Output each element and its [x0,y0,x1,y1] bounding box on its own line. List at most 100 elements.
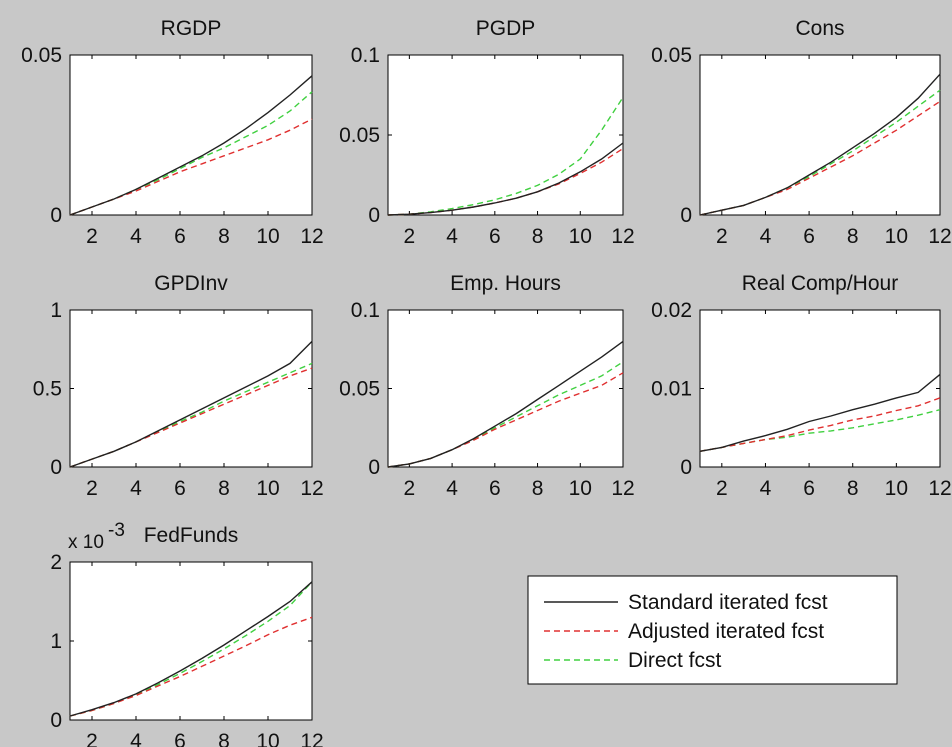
x-tick-label: 10 [256,730,279,747]
y-tick-label: 0.1 [351,44,380,67]
x-tick-label: 10 [569,225,592,248]
x-tick-label: 12 [928,477,951,500]
x-tick-label: 6 [174,477,186,500]
series-line-standard [69,75,313,216]
x-tick-label: 4 [446,477,458,500]
x-tick-label: 4 [130,730,142,747]
y-tick-label: 0 [50,709,62,732]
series-line-direct [387,361,624,468]
subplot-title: PGDP [476,17,536,40]
legend-label-standard: Standard iterated fcst [628,591,828,614]
x-tick-label: 4 [760,477,772,500]
x-tick-label: 8 [218,477,230,500]
x-tick-label: 12 [300,477,323,500]
x-tick-label: 2 [86,477,98,500]
x-tick-label: 10 [569,477,592,500]
x-tick-label: 8 [218,225,230,248]
x-tick-label: 12 [300,225,323,248]
legend-box [527,575,898,685]
series-line-standard [387,142,624,216]
y-tick-label: 0.05 [339,124,380,147]
x-tick-label: 8 [218,730,230,747]
subplot-title: FedFunds [144,524,239,547]
y-tick-label: 0.05 [21,44,62,67]
x-tick-label: 12 [928,225,951,248]
x-tick-label: 6 [489,477,501,500]
series-line-adjusted [387,372,624,468]
x-tick-label: 12 [611,225,634,248]
x-tick-label: 4 [446,225,458,248]
legend-label-adjusted: Adjusted iterated fcst [628,620,824,643]
y-tick-label: 0.01 [651,378,692,401]
axes-frame [699,54,941,216]
series-line-standard [699,73,941,216]
subplot-3: GPDInv 2 4 6 8 10 12 0 0.5 1 [33,272,324,500]
y-tick-label: 0 [50,456,62,479]
axes-frame [69,309,313,468]
x-tick-label: 2 [86,730,98,747]
y-tick-label: 0.05 [651,44,692,67]
x-tick-label: 10 [256,225,279,248]
y-tick-label: 1 [50,630,62,653]
legend: Standard iterated fcst Adjusted iterated … [527,575,898,685]
axes-frame [387,309,624,468]
y-exponent-power: -3 [108,520,125,541]
subplot-0: RGDP 2 4 6 8 10 12 0 0.05 [21,17,324,248]
y-tick-label: 1 [50,299,62,322]
x-tick-label: 10 [256,477,279,500]
y-tick-label: 0 [50,204,62,227]
subplot-title: Emp. Hours [450,272,561,295]
x-tick-label: 6 [803,477,815,500]
x-tick-label: 2 [404,477,416,500]
y-tick-label: 0 [368,204,380,227]
series-line-adjusted [69,616,313,717]
x-tick-label: 2 [716,225,728,248]
subplot-5: Real Comp/Hour 2 4 6 8 10 12 0 0.01 0.02 [651,272,952,500]
y-tick-label: 0 [680,456,692,479]
axes-frame [69,561,313,721]
y-tick-label: 0.02 [651,299,692,322]
axes-frame [69,54,313,216]
series-line-standard [69,340,313,468]
x-tick-label: 12 [611,477,634,500]
series-line-adjusted [387,148,624,216]
x-tick-label: 2 [716,477,728,500]
y-tick-label: 0.5 [33,378,62,401]
y-exponent-label: x 10 [68,532,104,553]
series-line-adjusted [699,397,941,452]
y-tick-label: 2 [50,551,62,574]
subplot-4: Emp. Hours 2 4 6 8 10 12 0 0.05 0.1 [339,272,635,500]
series-line-standard [387,340,624,468]
x-tick-label: 6 [489,225,501,248]
x-tick-label: 12 [300,730,323,747]
subplot-title: Cons [795,17,844,40]
x-tick-label: 6 [174,225,186,248]
y-tick-label: 0 [368,456,380,479]
x-tick-label: 6 [174,730,186,747]
x-tick-label: 8 [532,477,544,500]
subplot-1: PGDP 2 4 6 8 10 12 0 0.05 0.1 [339,17,635,248]
x-tick-label: 4 [760,225,772,248]
x-tick-label: 10 [885,477,908,500]
axes-frame [387,54,624,216]
x-tick-label: 4 [130,225,142,248]
subplot-title: Real Comp/Hour [742,272,898,295]
y-tick-label: 0.1 [351,299,380,322]
axes-frame [699,309,941,468]
x-tick-label: 2 [404,225,416,248]
y-tick-label: 0.05 [339,378,380,401]
x-tick-label: 8 [532,225,544,248]
subplot-title: RGDP [161,17,222,40]
series-line-standard [69,581,313,717]
legend-label-direct: Direct fcst [628,649,722,672]
x-tick-label: 2 [86,225,98,248]
x-tick-label: 8 [847,477,859,500]
x-tick-label: 4 [130,477,142,500]
series-line-standard [699,373,941,452]
subplot-2: Cons 2 4 6 8 10 12 0 0.05 [651,17,952,248]
x-tick-label: 8 [847,225,859,248]
x-tick-label: 6 [803,225,815,248]
